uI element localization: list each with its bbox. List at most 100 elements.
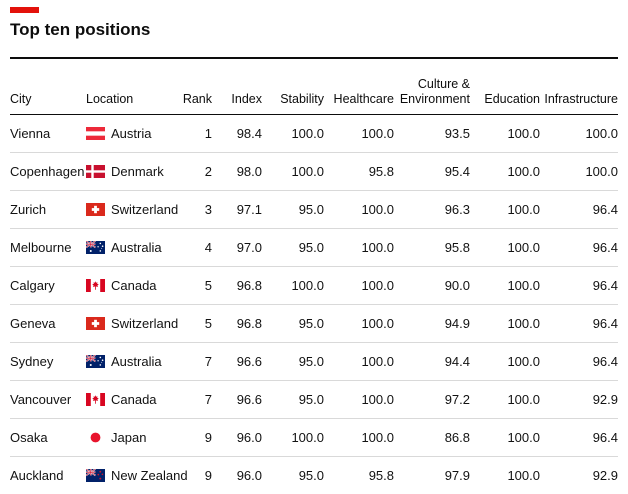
stability-cell: 100.0 bbox=[262, 419, 324, 457]
location-cell: Australia bbox=[86, 229, 180, 267]
culture-cell: 95.8 bbox=[394, 229, 470, 267]
column-header-label: Index bbox=[212, 92, 262, 107]
index-cell: 97.1 bbox=[212, 191, 262, 229]
culture-cell: 95.4 bbox=[394, 153, 470, 191]
country-label: Canada bbox=[111, 392, 157, 407]
culture-cell: 94.9 bbox=[394, 305, 470, 343]
canada-flag-icon bbox=[86, 279, 105, 292]
page-title: Top ten positions bbox=[10, 19, 618, 40]
healthcare-cell: 100.0 bbox=[324, 381, 394, 419]
location-cell: Canada bbox=[86, 381, 180, 419]
location-wrap: Canada bbox=[86, 392, 180, 407]
city-cell: Vienna bbox=[10, 115, 86, 153]
culture-cell: 90.0 bbox=[394, 267, 470, 305]
education-cell: 100.0 bbox=[470, 229, 540, 267]
column-header-healthcare: Healthcare bbox=[324, 59, 394, 115]
location-wrap: Japan bbox=[86, 430, 180, 445]
city-cell: Vancouver bbox=[10, 381, 86, 419]
city-cell: Calgary bbox=[10, 267, 86, 305]
column-header-city: City bbox=[10, 59, 86, 115]
city-cell: Osaka bbox=[10, 419, 86, 457]
rank-cell: 4 bbox=[180, 229, 212, 267]
education-cell: 100.0 bbox=[470, 457, 540, 494]
education-cell: 100.0 bbox=[470, 267, 540, 305]
rank-cell: 5 bbox=[180, 305, 212, 343]
city-cell: Zurich bbox=[10, 191, 86, 229]
accent-bar bbox=[10, 7, 39, 13]
column-header-label: Infrastructure bbox=[540, 92, 618, 107]
infrastructure-cell: 100.0 bbox=[540, 115, 618, 153]
column-header-stability: Stability bbox=[262, 59, 324, 115]
stability-cell: 95.0 bbox=[262, 229, 324, 267]
index-cell: 96.8 bbox=[212, 267, 262, 305]
healthcare-cell: 95.8 bbox=[324, 457, 394, 494]
stability-cell: 95.0 bbox=[262, 343, 324, 381]
location-wrap: Denmark bbox=[86, 164, 180, 179]
location-cell: Switzerland bbox=[86, 191, 180, 229]
column-header-label: Education bbox=[470, 92, 540, 107]
location-wrap: Australia bbox=[86, 240, 180, 255]
column-header-education: Education bbox=[470, 59, 540, 115]
rank-cell: 7 bbox=[180, 343, 212, 381]
index-cell: 97.0 bbox=[212, 229, 262, 267]
culture-cell: 86.8 bbox=[394, 419, 470, 457]
healthcare-cell: 100.0 bbox=[324, 115, 394, 153]
location-cell: Switzerland bbox=[86, 305, 180, 343]
rank-cell: 9 bbox=[180, 419, 212, 457]
education-cell: 100.0 bbox=[470, 305, 540, 343]
healthcare-cell: 100.0 bbox=[324, 229, 394, 267]
country-label: New Zealand bbox=[111, 468, 188, 483]
infrastructure-cell: 96.4 bbox=[540, 343, 618, 381]
education-cell: 100.0 bbox=[470, 191, 540, 229]
country-label: Denmark bbox=[111, 164, 164, 179]
location-cell: Canada bbox=[86, 267, 180, 305]
rank-cell: 5 bbox=[180, 267, 212, 305]
stability-cell: 95.0 bbox=[262, 191, 324, 229]
location-cell: Australia bbox=[86, 343, 180, 381]
column-header-label: Culture & bbox=[394, 77, 470, 92]
index-cell: 98.0 bbox=[212, 153, 262, 191]
location-wrap: Austria bbox=[86, 126, 180, 141]
culture-cell: 97.2 bbox=[394, 381, 470, 419]
country-label: Switzerland bbox=[111, 202, 178, 217]
country-label: Australia bbox=[111, 354, 162, 369]
city-cell: Geneva bbox=[10, 305, 86, 343]
column-header-label: Location bbox=[86, 92, 180, 107]
infrastructure-cell: 96.4 bbox=[540, 229, 618, 267]
austria-flag-icon bbox=[86, 127, 105, 140]
index-cell: 96.6 bbox=[212, 343, 262, 381]
index-cell: 96.0 bbox=[212, 419, 262, 457]
education-cell: 100.0 bbox=[470, 153, 540, 191]
healthcare-cell: 100.0 bbox=[324, 419, 394, 457]
location-cell: Denmark bbox=[86, 153, 180, 191]
country-label: Canada bbox=[111, 278, 157, 293]
switzerland-flag-icon bbox=[86, 203, 105, 216]
country-label: Austria bbox=[111, 126, 151, 141]
column-header-culture: Culture &Environment bbox=[394, 59, 470, 115]
new_zealand-flag-icon bbox=[86, 469, 105, 482]
rank-cell: 7 bbox=[180, 381, 212, 419]
column-header-label: Healthcare bbox=[324, 92, 394, 107]
stability-cell: 95.0 bbox=[262, 381, 324, 419]
stability-cell: 100.0 bbox=[262, 267, 324, 305]
healthcare-cell: 95.8 bbox=[324, 153, 394, 191]
index-cell: 96.0 bbox=[212, 457, 262, 494]
country-label: Switzerland bbox=[111, 316, 178, 331]
column-header-location: Location bbox=[86, 59, 180, 115]
education-cell: 100.0 bbox=[470, 381, 540, 419]
stability-cell: 100.0 bbox=[262, 153, 324, 191]
rank-cell: 3 bbox=[180, 191, 212, 229]
australia-flag-icon bbox=[86, 241, 105, 254]
country-label: Australia bbox=[111, 240, 162, 255]
healthcare-cell: 100.0 bbox=[324, 305, 394, 343]
